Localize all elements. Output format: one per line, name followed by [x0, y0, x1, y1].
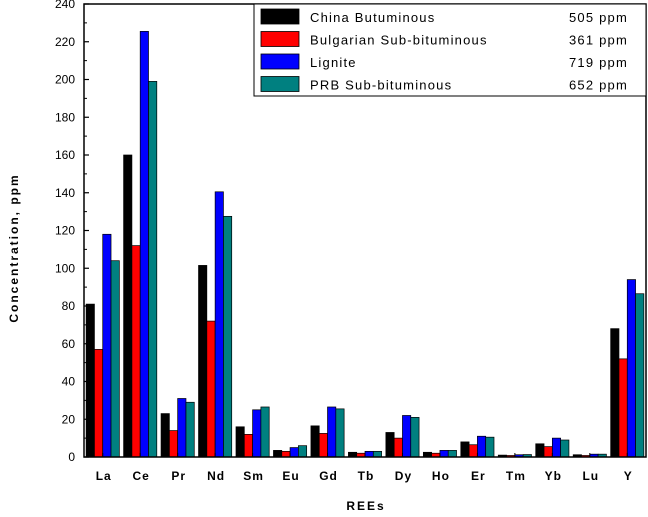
x-category-label: Sm — [243, 469, 264, 483]
y-tick-label: 0 — [68, 450, 75, 464]
y-tick-label: 20 — [62, 412, 76, 426]
bar-Nd-series-2 — [206, 320, 216, 458]
legend-swatch — [260, 76, 300, 92]
x-category-label: Gd — [319, 469, 338, 483]
x-category-label: Eu — [282, 469, 299, 483]
bar-Dy-series-4 — [410, 417, 420, 458]
legend-series-name: Bulgarian Sub-bituminous — [310, 33, 488, 48]
bar-Gd-series-4 — [335, 408, 345, 458]
legend-series-name: Lignite — [310, 55, 357, 70]
legend-series-name: PRB Sub-bituminous — [310, 78, 452, 93]
bar-Dy-series-1 — [385, 432, 395, 458]
legend-swatch — [260, 8, 300, 25]
bar-Ce-series-3 — [139, 31, 149, 458]
bar-Sm-series-3 — [252, 409, 262, 458]
bar-Tb-series-3 — [364, 450, 374, 458]
bar-Ce-series-4 — [148, 81, 158, 458]
legend: China Butuminous 505 ppm Bulgarian Sub-bit… — [253, 3, 647, 97]
x-axis-title: REEs — [346, 499, 385, 513]
y-tick-label: 160 — [55, 148, 75, 162]
bar-Yb-series-1 — [535, 443, 545, 458]
bar-Nd-series-3 — [214, 191, 224, 458]
bar-Ho-series-4 — [447, 450, 457, 458]
x-category-label: La — [96, 469, 112, 483]
bar-Eu-series-3 — [289, 447, 299, 458]
legend-series-name: China Butuminous — [310, 10, 435, 25]
bar-Ce-series-1 — [123, 154, 133, 458]
y-tick-label: 100 — [55, 261, 75, 275]
y-tick-label: 220 — [55, 35, 75, 49]
legend-swatch — [260, 53, 300, 70]
legend-swatch — [260, 31, 300, 47]
x-category-label: Lu — [582, 469, 599, 483]
bar-Sm-series-1 — [235, 426, 245, 458]
bar-Ho-series-3 — [439, 450, 449, 458]
bar-Y-series-3 — [626, 279, 636, 458]
x-category-label: Tb — [358, 469, 375, 483]
x-category-label: Er — [471, 469, 486, 483]
y-axis-title: Concentration, ppm — [7, 173, 21, 322]
y-tick-label: 60 — [62, 337, 76, 351]
legend-series-total: 505 ppm — [569, 10, 628, 25]
bar-Gd-series-3 — [327, 406, 337, 458]
bar-Er-series-3 — [477, 435, 487, 458]
legend-series-total: 719 ppm — [569, 55, 628, 70]
y-tick-label: 180 — [55, 110, 75, 124]
y-tick-label: 240 — [55, 0, 75, 11]
legend-series-total: 361 ppm — [569, 33, 628, 48]
bar-Er-series-4 — [485, 436, 495, 458]
y-tick-label: 80 — [62, 299, 76, 313]
bar-Gd-series-2 — [318, 433, 328, 458]
bar-La-series-4 — [110, 260, 120, 458]
bar-Er-series-2 — [468, 444, 478, 458]
x-category-label: Dy — [395, 469, 412, 483]
x-category-label: Y — [624, 469, 633, 483]
bar-Pr-series-1 — [160, 413, 170, 458]
bar-Eu-series-1 — [273, 450, 283, 458]
bar-Sm-series-4 — [260, 406, 270, 458]
y-tick-label: 120 — [55, 224, 75, 238]
legend-box — [253, 3, 647, 97]
bar-Sm-series-2 — [243, 434, 253, 458]
bar-La-series-2 — [94, 349, 104, 458]
y-tick-label: 40 — [62, 375, 76, 389]
bar-Y-series-1 — [610, 328, 620, 458]
bar-Yb-series-4 — [560, 439, 570, 458]
x-category-label: Nd — [207, 469, 225, 483]
bar-Gd-series-1 — [310, 425, 320, 458]
bar-Yb-series-3 — [551, 437, 561, 458]
x-category-label: Pr — [171, 469, 186, 483]
axes-layer: 0 20 40 60 80 100 120 140 160 180 200 220 240 La Ce Pr N… — [55, 0, 647, 483]
bar-La-series-3 — [102, 233, 112, 458]
y-tick-label: 200 — [55, 73, 75, 87]
bars-layer — [85, 31, 645, 458]
bar-Er-series-1 — [460, 441, 470, 458]
bar-Nd-series-1 — [198, 265, 208, 458]
bar-La-series-1 — [85, 303, 95, 458]
bar-Y-series-4 — [635, 293, 645, 458]
bar-Eu-series-4 — [298, 445, 308, 458]
x-category-label: Yb — [545, 469, 562, 483]
bar-Dy-series-2 — [393, 437, 403, 458]
bar-Pr-series-4 — [185, 401, 195, 458]
bar-Tb-series-4 — [372, 450, 382, 458]
bar-Y-series-2 — [618, 358, 628, 458]
x-category-label: Ho — [432, 469, 450, 483]
y-tick-label: 140 — [55, 186, 75, 200]
bar-Ce-series-2 — [131, 245, 141, 458]
legend-series-total: 652 ppm — [569, 78, 628, 93]
x-category-label: Ce — [133, 469, 150, 483]
bar-Pr-series-3 — [177, 398, 187, 458]
bar-Dy-series-3 — [402, 415, 412, 458]
bar-Nd-series-4 — [223, 215, 233, 458]
bar-Pr-series-2 — [169, 430, 179, 458]
bar-Eu-series-2 — [281, 450, 291, 458]
bar-Yb-series-2 — [543, 446, 553, 458]
x-category-label: Tm — [506, 469, 526, 483]
